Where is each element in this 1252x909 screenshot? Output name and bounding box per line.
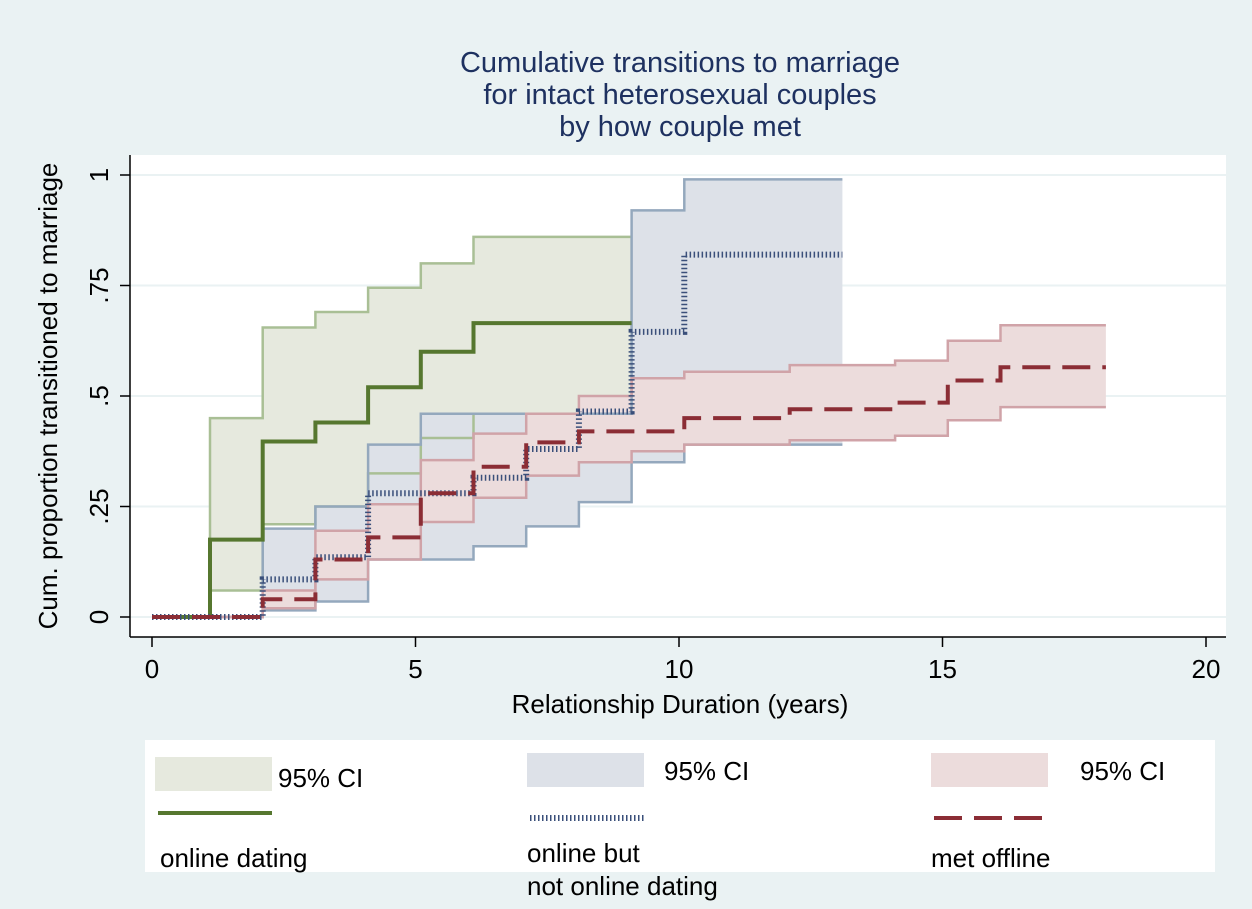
chart-title: by how couple met xyxy=(559,111,801,143)
x-tick-label: 0 xyxy=(145,654,159,684)
chart-title: for intact heterosexual couples xyxy=(483,79,876,111)
y-tick-label: .75 xyxy=(84,267,114,303)
ci-upper-line xyxy=(152,178,843,619)
legend-ci-label: 95% CI xyxy=(278,763,363,793)
chart-title: Cumulative transitions to marriage xyxy=(460,47,900,79)
x-axis-title: Relationship Duration (years) xyxy=(512,689,849,719)
legend-ci-swatch xyxy=(527,753,644,787)
legend-ci-label: 95% CI xyxy=(1080,756,1165,786)
estimate-line xyxy=(152,365,1106,619)
ci-upper-line xyxy=(152,324,1106,619)
legend-ci-swatch xyxy=(931,753,1048,787)
y-axis-title: Cum. proportion transitioned to marriage xyxy=(33,163,63,630)
x-tick-label: 20 xyxy=(1192,654,1221,684)
legend-label: online but not online dating xyxy=(527,838,718,901)
x-tick-label: 5 xyxy=(408,654,422,684)
ci-upper-line xyxy=(152,235,632,619)
ci-lower-line xyxy=(152,405,1106,619)
ci-band xyxy=(152,325,1106,617)
legend-ci-swatch xyxy=(155,757,272,791)
estimate-line xyxy=(152,321,632,619)
y-tick-label: 1 xyxy=(84,168,114,182)
legend-label: met offline xyxy=(931,843,1051,873)
y-tick-label: .25 xyxy=(84,488,114,524)
legend-ci-label: 95% CI xyxy=(664,756,749,786)
y-tick-label: .5 xyxy=(84,385,114,407)
y-tick-label: 0 xyxy=(84,610,114,624)
x-tick-label: 10 xyxy=(665,654,694,684)
legend-label: online dating xyxy=(160,843,308,873)
ci-band xyxy=(152,236,632,617)
x-tick-label: 15 xyxy=(928,654,957,684)
